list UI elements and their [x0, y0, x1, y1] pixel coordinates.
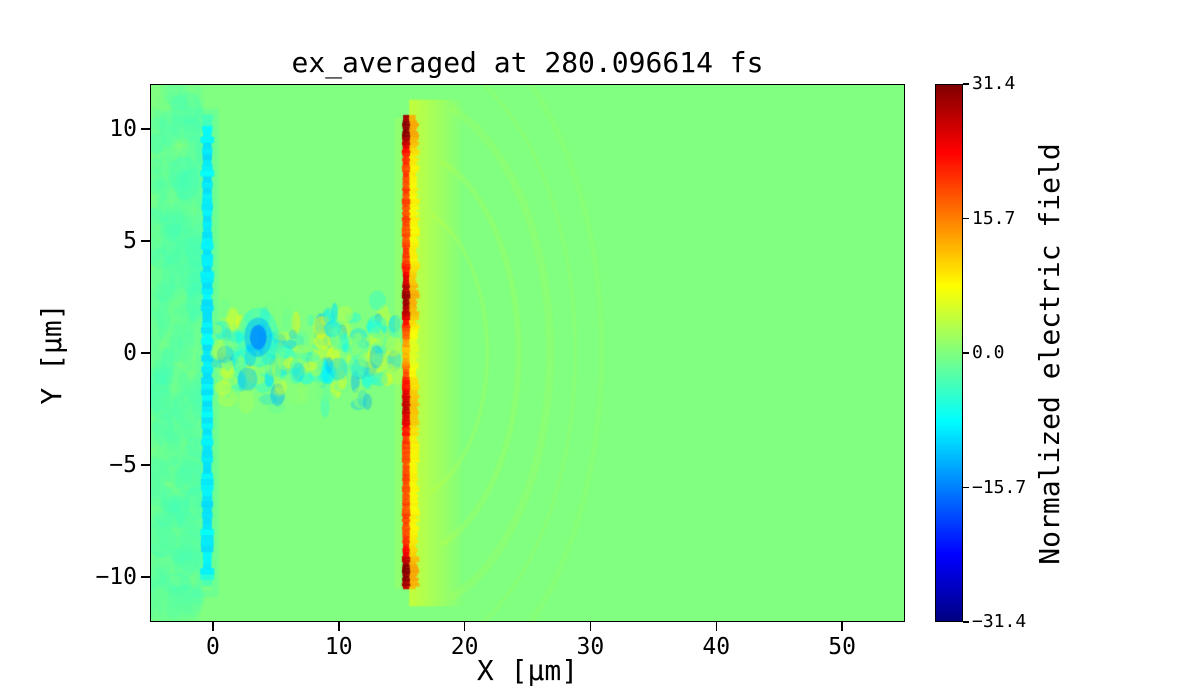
y-tick-label: 5	[123, 227, 137, 254]
x-tick-mark	[841, 622, 843, 631]
colorbar-tick-mark	[963, 83, 969, 85]
x-tick-label: 40	[702, 634, 731, 660]
colorbar-canvas	[935, 84, 963, 622]
y-tick-mark	[141, 240, 150, 242]
colorbar-label: Normalized electric field	[1032, 85, 1068, 623]
axes-area	[150, 84, 905, 622]
x-tick-mark	[589, 622, 592, 631]
colorbar-tick-mark	[963, 621, 969, 623]
plot-title: ex_averaged at 280.096614 fs	[291, 46, 764, 79]
colorbar-tick-label: 0.0	[972, 342, 1005, 363]
colorbar-tick-label: −15.7	[972, 476, 1027, 498]
x-tick-label: 10	[324, 634, 353, 660]
x-tick-mark	[715, 622, 717, 631]
y-tick-label: −5	[109, 452, 137, 479]
x-tick-label: 30	[576, 634, 605, 660]
x-tick-label: 50	[828, 634, 856, 660]
colorbar-tick-mark	[963, 217, 969, 220]
y-tick-mark	[141, 576, 150, 578]
x-tick-label: 0	[205, 634, 220, 660]
y-tick-mark	[141, 128, 150, 130]
y-tick-label: 0	[123, 340, 137, 366]
heatmap-canvas	[150, 84, 905, 622]
y-tick-label: −10	[95, 564, 137, 591]
y-tick-mark	[141, 352, 150, 354]
x-tick-mark	[212, 622, 214, 631]
colorbar-label-text: Normalized electric field	[1033, 143, 1066, 565]
colorbar-tick-label: −31.4	[972, 611, 1027, 632]
colorbar	[935, 84, 963, 622]
x-tick-mark	[463, 622, 466, 631]
colorbar-tick-mark	[963, 352, 969, 354]
colorbar-tick-label: 15.7	[972, 207, 1016, 229]
y-tick-mark	[141, 464, 150, 466]
colorbar-tick-mark	[963, 486, 969, 489]
x-tick-mark	[338, 622, 340, 631]
y-tick-label: 10	[109, 115, 137, 142]
x-tick-label: 20	[450, 634, 479, 660]
x-axis-label: X [μm]	[476, 654, 579, 687]
colorbar-tick-label: 31.4	[972, 73, 1016, 94]
